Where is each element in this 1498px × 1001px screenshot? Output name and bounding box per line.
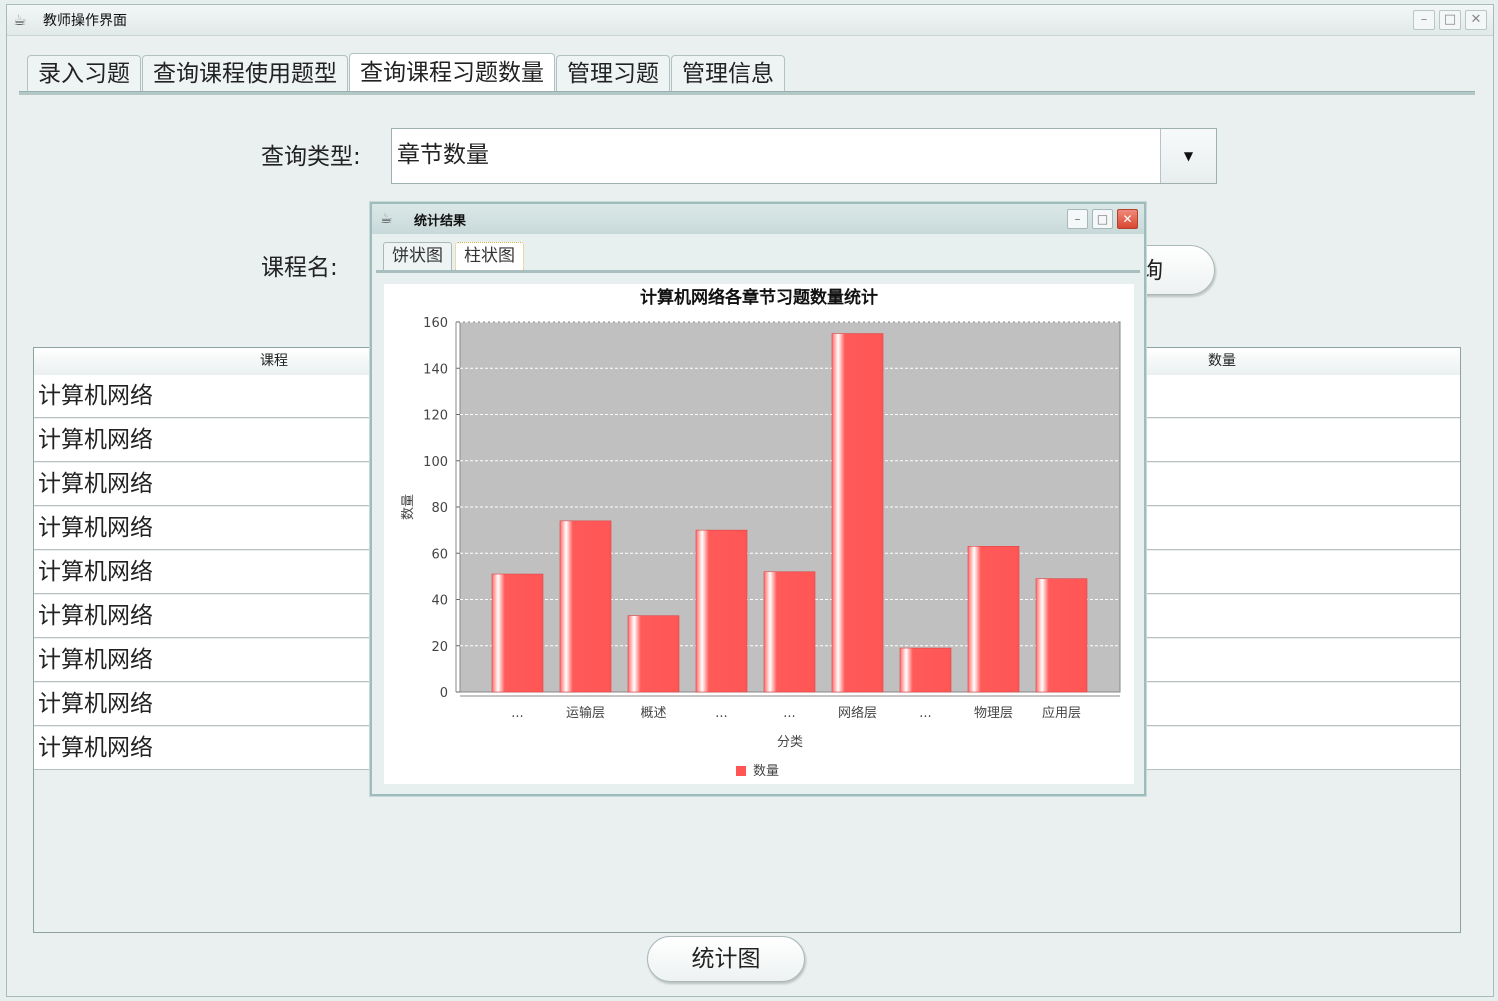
dialog-minimize-button[interactable]: – — [1067, 209, 1088, 229]
app-icon: ☕ — [13, 11, 27, 29]
tab-query-exercise-count[interactable]: 查询课程习题数量 — [349, 53, 555, 93]
y-tick-label: 120 — [423, 409, 448, 424]
main-tabs: 录入习题 查询课程使用题型 查询课程习题数量 管理习题 管理信息 — [27, 53, 786, 93]
legend-swatch — [736, 766, 746, 776]
y-tick-label: 80 — [431, 501, 448, 516]
tab-query-question-types[interactable]: 查询课程使用题型 — [142, 55, 348, 91]
tab-manage-exercises[interactable]: 管理习题 — [556, 55, 670, 91]
bar — [831, 333, 884, 693]
x-tick-label: 网络层 — [838, 705, 877, 721]
query-type-select[interactable]: 章节数量 ▼ — [391, 128, 1217, 184]
tab-bar-chart[interactable]: 柱状图 — [455, 242, 524, 270]
cell-course: 计算机网络 — [38, 471, 153, 497]
chart-panel: 计算机网络各章节习题数量统计 0 20 40 60 80 100 120 140 160 数量...… — [384, 284, 1134, 784]
y-tick-label: 140 — [423, 362, 448, 377]
window-title: 教师操作界面 — [43, 13, 127, 29]
cell-course: 计算机网络 — [38, 559, 153, 585]
x-tick-label: 运输层 — [566, 705, 605, 721]
dialog-title: 统计结果 — [414, 214, 467, 229]
chart-button[interactable]: 统计图 — [647, 936, 805, 982]
y-tick-label: 100 — [423, 455, 448, 470]
query-type-label: 查询类型: — [261, 144, 361, 170]
cell-course: 计算机网络 — [38, 647, 153, 673]
dialog-close-button[interactable]: ✕ — [1117, 209, 1138, 229]
bar — [967, 546, 1020, 693]
close-button[interactable]: ✕ — [1465, 10, 1487, 30]
bar — [491, 573, 544, 693]
dialog-tabs: 饼状图 柱状图 — [383, 242, 527, 270]
minimize-button[interactable]: – — [1413, 10, 1435, 30]
dialog-maximize-button[interactable]: □ — [1092, 209, 1113, 229]
stats-dialog: ☕ 统计结果 – □ ✕ 饼状图 柱状图 计算机网络各章节习题数量统计 0 20 40… — [370, 202, 1146, 796]
cell-course: 计算机网络 — [38, 383, 153, 409]
tab-enter-exercise[interactable]: 录入习题 — [27, 55, 141, 91]
x-tick-label: ... — [715, 706, 727, 721]
course-name-label: 课程名: — [261, 255, 338, 281]
cell-course: 计算机网络 — [38, 515, 153, 541]
tab-pie-chart[interactable]: 饼状图 — [383, 242, 452, 270]
cell-course: 计算机网络 — [38, 691, 153, 717]
tab-divider — [19, 91, 1475, 95]
cell-course: 计算机网络 — [38, 427, 153, 453]
y-tick-label: 20 — [431, 640, 448, 655]
column-header-count[interactable]: 数量 — [1208, 353, 1236, 369]
tab-manage-info[interactable]: 管理信息 — [671, 55, 785, 91]
title-bar: ☕ 教师操作界面 – □ ✕ — [7, 5, 1493, 36]
bar — [763, 571, 816, 693]
y-axis-label: 数量 — [401, 494, 416, 520]
maximize-button[interactable]: □ — [1439, 10, 1461, 30]
bar — [559, 520, 612, 693]
bar — [1035, 578, 1088, 693]
dropdown-arrow-icon[interactable]: ▼ — [1160, 129, 1216, 183]
x-tick-label: ... — [919, 706, 931, 721]
query-type-value: 章节数量 — [397, 142, 489, 168]
chart-title: 计算机网络各章节习题数量统计 — [640, 287, 878, 308]
bar-chart: 计算机网络各章节习题数量统计 0 20 40 60 80 100 120 140 160 数量...… — [401, 287, 1121, 779]
app-icon: ☕ — [380, 211, 393, 227]
x-tick-label: 物理层 — [974, 706, 1013, 721]
bar — [899, 647, 952, 693]
y-tick-label: 160 — [423, 316, 448, 331]
x-axis-label: 分类 — [777, 735, 803, 750]
x-tick-label: ... — [783, 706, 795, 721]
x-tick-label: ... — [511, 706, 523, 721]
legend-label: 数量 — [753, 764, 779, 779]
cell-course: 计算机网络 — [38, 735, 153, 761]
bar — [695, 529, 748, 693]
y-tick-label: 40 — [431, 594, 448, 609]
cell-course: 计算机网络 — [38, 603, 153, 629]
bar — [627, 615, 680, 693]
x-tick-label: 应用层 — [1042, 705, 1081, 721]
y-tick-label: 60 — [431, 547, 448, 562]
dialog-title-bar: ☕ 统计结果 – □ ✕ — [372, 204, 1144, 234]
dialog-tab-divider — [376, 270, 1140, 273]
x-tick-label: 概述 — [640, 706, 666, 721]
column-header-course[interactable]: 课程 — [260, 353, 288, 369]
y-tick-label: 0 — [440, 686, 448, 701]
